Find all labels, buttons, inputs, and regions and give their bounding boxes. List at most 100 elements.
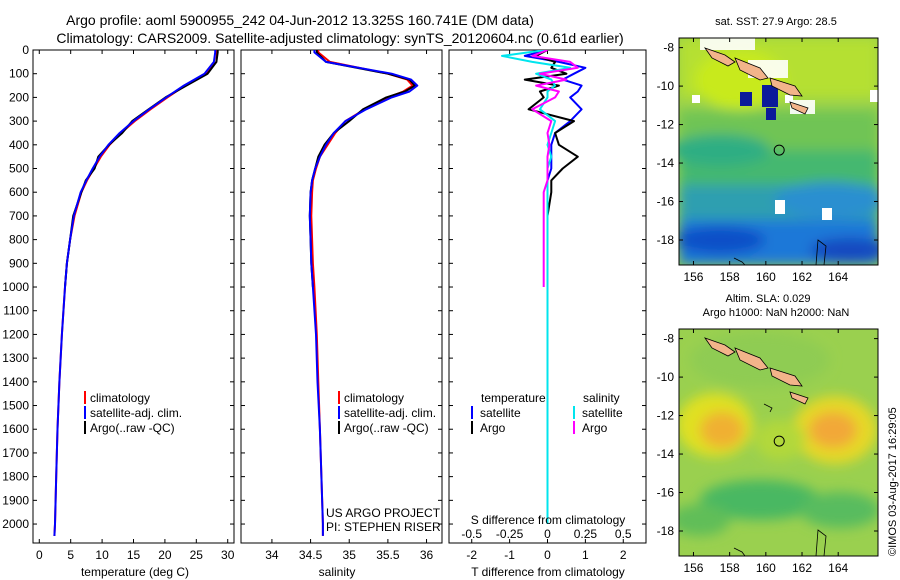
depth-tick-label: 1000 xyxy=(2,280,29,294)
sla-map-float-marker xyxy=(773,435,785,447)
x-tick-label: 0 xyxy=(36,548,43,562)
s-diff-tick-label: -0.25 xyxy=(496,527,524,541)
legend-label-argo: Argo(..raw -QC) xyxy=(344,421,429,435)
depth-tick-label: 2000 xyxy=(2,517,29,531)
s-diff-tick-label: -0.5 xyxy=(461,527,482,541)
x-tick-label: 2 xyxy=(620,548,627,562)
sla-map-frame xyxy=(678,328,879,557)
map-x-tick-label: 156 xyxy=(683,270,703,284)
legend-heading-salinity: salinity xyxy=(583,391,620,405)
depth-tick-label: 1400 xyxy=(2,375,29,389)
map-y-tick-label: -14 xyxy=(657,447,675,461)
depth-tick-label: 1100 xyxy=(3,304,29,318)
sst-map-axes: 156 158 160 162 164 -8 -10 -12 -14 -16 -18 xyxy=(657,38,878,284)
depth-tick-label: 300 xyxy=(9,114,29,128)
sla-map-title: Altim. SLA: 0.029 xyxy=(726,293,811,305)
difference-xlabel: T difference from climatology xyxy=(471,565,625,579)
legend-label-satellite: satellite-adj. clim. xyxy=(344,406,436,420)
legend-label-s-satellite: satellite xyxy=(582,406,623,420)
legend-label-s-argo: Argo xyxy=(582,421,608,435)
map-y-tick-label: -18 xyxy=(657,524,675,538)
depth-tick-labels: 0 100 200 300 400 500 600 700 800 900 1000 1100 1200… xyxy=(2,43,646,531)
depth-tick-label: 1500 xyxy=(2,399,29,413)
map-x-tick-label: 158 xyxy=(720,270,740,284)
temperature-xlabel: temperature (deg C) xyxy=(81,565,189,579)
difference-axes: -2 -1 0 1 2 -0.5 -0.25 0 0.25 0.5 xyxy=(461,50,632,562)
depth-tick-label: 500 xyxy=(9,162,29,176)
s-diff-tick-label: 0.5 xyxy=(615,527,632,541)
map-y-tick-label: -14 xyxy=(657,156,675,170)
sst-map-title: sat. SST: 27.9 Argo: 28.5 xyxy=(715,16,837,28)
sla-map-subtitle: Argo h1000: NaN h2000: NaN xyxy=(703,307,850,319)
depth-tick-label: 1600 xyxy=(2,422,29,436)
map-x-tick-label: 160 xyxy=(756,561,776,575)
map-x-tick-label: 156 xyxy=(683,561,703,575)
x-tick-label: 34 xyxy=(265,548,279,562)
s-diff-tick-label: 0.25 xyxy=(574,527,598,541)
map-y-tick-label: -8 xyxy=(663,41,674,55)
map-x-tick-label: 164 xyxy=(828,561,848,575)
sst-map-float-marker xyxy=(773,144,785,156)
x-tick-label: 20 xyxy=(158,548,172,562)
map-y-tick-label: -10 xyxy=(657,370,675,384)
map-y-tick-label: -16 xyxy=(657,195,675,209)
map-y-tick-label: -12 xyxy=(657,409,675,423)
satellite-line xyxy=(308,50,419,536)
sla-map-field xyxy=(679,329,878,556)
depth-tick-label: 1200 xyxy=(2,327,29,341)
difference-top-xlabel: S difference from climatology xyxy=(471,513,626,527)
depth-tick-label: 1300 xyxy=(2,351,29,365)
map-x-tick-label: 162 xyxy=(792,561,812,575)
x-tick-label: 5 xyxy=(67,548,74,562)
project-annotation-line2: PI: STEPHEN RISER xyxy=(326,520,441,534)
satellite-line xyxy=(53,50,217,536)
map-x-tick-label: 158 xyxy=(720,561,740,575)
temperature-lines xyxy=(53,50,219,536)
x-tick-label: 34.5 xyxy=(299,548,323,562)
x-tick-label: -1 xyxy=(504,548,515,562)
x-tick-label: 30 xyxy=(221,548,235,562)
x-tick-label: 1 xyxy=(582,548,589,562)
figure-title-line1: Argo profile: aoml 5900955_242 04-Jun-20… xyxy=(66,12,534,28)
salinity-xlabel: salinity xyxy=(319,565,356,579)
depth-tick-label: 800 xyxy=(9,233,29,247)
temperature-panel xyxy=(32,49,235,544)
imos-timestamp: ©IMOS 03-Aug-2017 16:29:05 xyxy=(887,407,899,556)
temperature-legend: climatology satellite-adj. clim. Argo(..… xyxy=(84,391,182,435)
legend-label-t-argo: Argo xyxy=(480,421,506,435)
salinity-axes: 34 34.5 35 35.5 36 xyxy=(265,50,434,562)
depth-tick-label: 1700 xyxy=(2,446,29,460)
depth-tick-label: 700 xyxy=(9,209,29,223)
x-tick-label: 35 xyxy=(343,548,357,562)
map-y-tick-label: -12 xyxy=(657,118,675,132)
depth-tick-label: 200 xyxy=(9,90,29,104)
map-y-tick-label: -16 xyxy=(657,486,675,500)
temperature-axes: 0 5 10 15 20 25 30 xyxy=(36,50,235,562)
salinity-legend: climatology satellite-adj. clim. Argo(..… xyxy=(326,391,441,534)
x-tick-label: 25 xyxy=(190,548,204,562)
depth-tick-label: 1800 xyxy=(2,470,29,484)
legend-heading-temperature: temperature xyxy=(481,391,546,405)
sst-map-field xyxy=(679,38,878,265)
x-tick-label: 35.5 xyxy=(376,548,400,562)
map-y-tick-label: -18 xyxy=(657,233,675,247)
legend-label-t-satellite: satellite xyxy=(480,406,521,420)
x-tick-label: -2 xyxy=(466,548,477,562)
difference-legend: temperature satellite Argo salinity sate… xyxy=(471,391,623,435)
map-x-tick-label: 164 xyxy=(828,270,848,284)
salinity-lines xyxy=(308,50,419,536)
map-x-tick-label: 160 xyxy=(756,270,776,284)
salinity-panel xyxy=(240,49,443,544)
legend-label-climatology: climatology xyxy=(90,391,150,405)
difference-lines xyxy=(501,50,587,524)
depth-tick-label: 400 xyxy=(9,138,29,152)
depth-tick-label: 0 xyxy=(22,43,29,57)
project-annotation-line1: US ARGO PROJECT xyxy=(326,506,441,520)
depth-tick-label: 900 xyxy=(9,256,29,270)
depth-tick-label: 1900 xyxy=(2,493,29,507)
legend-label-argo: Argo(..raw -QC) xyxy=(90,421,175,435)
map-y-tick-label: -10 xyxy=(657,79,675,93)
depth-tick-label: 100 xyxy=(9,67,29,81)
legend-label-satellite: satellite-adj. clim. xyxy=(90,406,182,420)
